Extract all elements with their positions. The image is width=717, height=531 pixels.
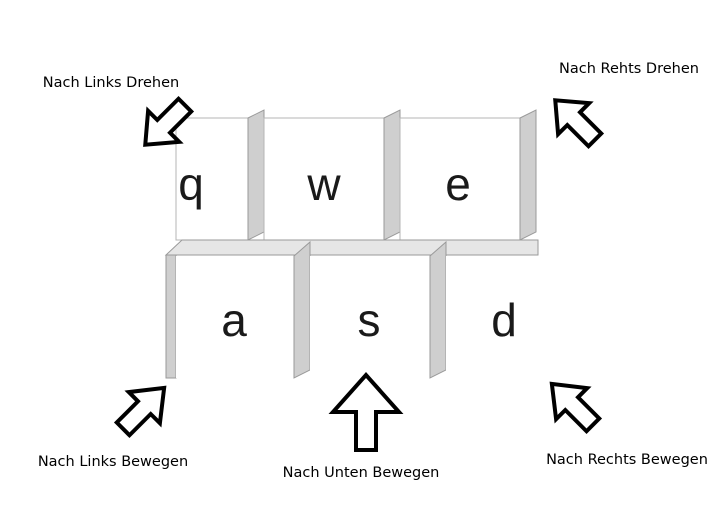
arrow-icon-d bbox=[549, 381, 603, 435]
key-label-a: a bbox=[221, 294, 247, 346]
key-side bbox=[165, 254, 177, 379]
key-side bbox=[247, 109, 265, 241]
key-e: e bbox=[399, 109, 537, 241]
arrow-icon-q bbox=[143, 95, 195, 147]
key-side bbox=[383, 109, 401, 241]
key-bevel-top bbox=[164, 239, 539, 256]
key-w: w bbox=[263, 109, 401, 241]
key-a: a bbox=[176, 240, 311, 379]
key-label-q: q bbox=[178, 158, 204, 210]
key-s: s bbox=[310, 240, 447, 379]
key-label-w: w bbox=[306, 158, 341, 210]
caption-a: Nach Links Bewegen bbox=[38, 454, 188, 470]
caption-q: Nach Links Drehen bbox=[43, 75, 179, 91]
caption-s: Nach Unten Bewegen bbox=[283, 465, 440, 481]
key-side bbox=[429, 240, 447, 379]
key-side bbox=[519, 109, 537, 241]
key-side bbox=[293, 240, 311, 379]
key-row-top: q w e bbox=[175, 109, 537, 241]
key-label-s: s bbox=[358, 294, 381, 346]
arrow-icon-s bbox=[328, 371, 404, 452]
key-label-e: e bbox=[445, 158, 471, 210]
caption-e: Nach Rehts Drehen bbox=[559, 61, 699, 77]
caption-d: Nach Rechts Bewegen bbox=[546, 452, 708, 468]
arrow-icon-e bbox=[553, 98, 605, 150]
key-label-d: d bbox=[491, 294, 517, 346]
key-d: d bbox=[446, 256, 538, 378]
key-q: q bbox=[175, 109, 265, 241]
arrow-icon-a bbox=[113, 385, 167, 439]
key-row-bottom: a s d bbox=[164, 239, 539, 379]
